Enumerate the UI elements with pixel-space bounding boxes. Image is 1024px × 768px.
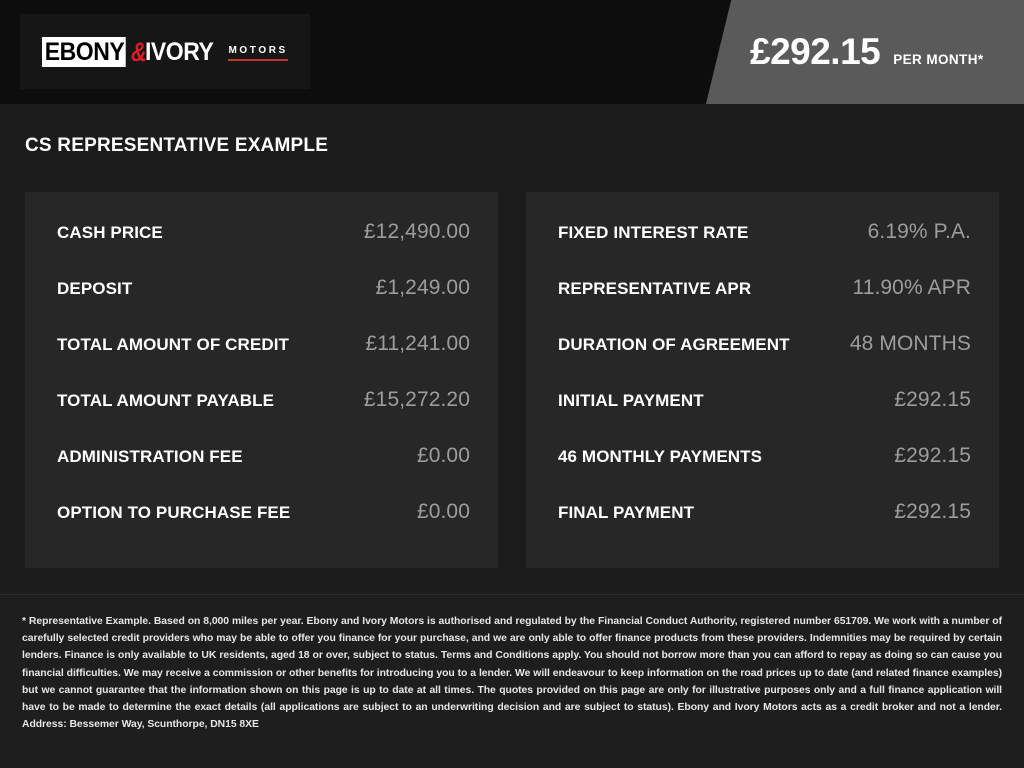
row-value: 11.90% APR [852, 276, 971, 299]
row-label: ADMINISTRATION FEE [57, 447, 243, 466]
row-label: OPTION TO PURCHASE FEE [57, 503, 291, 522]
table-row: ADMINISTRATION FEE £0.00 [57, 444, 470, 500]
row-value: £15,272.20 [363, 388, 470, 411]
row-value: £11,241.00 [365, 332, 470, 355]
row-label: DURATION OF AGREEMENT [558, 335, 790, 354]
logo-lockup: EBONY & IVORY MOTORS [42, 36, 288, 67]
table-row: FINAL PAYMENT £292.15 [558, 500, 971, 556]
page-header: EBONY & IVORY MOTORS £292.15 PER MONTH* [0, 0, 1024, 104]
row-label: TOTAL AMOUNT OF CREDIT [57, 335, 289, 354]
row-value: £0.00 [416, 500, 470, 523]
logo-red-rule [228, 59, 288, 61]
row-value: £1,249.00 [375, 276, 470, 299]
footer-disclaimer: * Representative Example. Based on 8,000… [0, 595, 1024, 768]
table-row: TOTAL AMOUNT PAYABLE £15,272.20 [57, 388, 470, 444]
table-row: TOTAL AMOUNT OF CREDIT £11,241.00 [57, 332, 470, 388]
table-row: CASH PRICE £12,490.00 [57, 220, 470, 276]
row-label: FIXED INTEREST RATE [558, 223, 749, 242]
finance-panel-right: FIXED INTEREST RATE 6.19% P.A. REPRESENT… [526, 192, 999, 568]
row-value: £0.00 [416, 444, 470, 467]
monthly-price-inner: £292.15 PER MONTH* [750, 32, 984, 72]
row-value: £12,490.00 [363, 220, 470, 243]
row-label: DEPOSIT [57, 279, 133, 298]
logo-motors-block: MOTORS [228, 42, 288, 61]
row-value: £292.15 [894, 388, 971, 411]
row-label: INITIAL PAYMENT [558, 391, 704, 410]
finance-panel-left: CASH PRICE £12,490.00 DEPOSIT £1,249.00 … [25, 192, 498, 568]
row-value: £292.15 [894, 444, 971, 467]
table-row: 46 MONTHLY PAYMENTS £292.15 [558, 444, 971, 500]
disclaimer-text: * Representative Example. Based on 8,000… [22, 616, 1002, 731]
table-row: OPTION TO PURCHASE FEE £0.00 [57, 500, 470, 556]
row-label: FINAL PAYMENT [558, 503, 695, 522]
footer-divider [0, 594, 1024, 595]
table-row: REPRESENTATIVE APR 11.90% APR [558, 276, 971, 332]
logo-word-motors: MOTORS [228, 45, 288, 56]
monthly-price-period: PER MONTH* [893, 52, 984, 67]
row-value: 48 MONTHS [849, 332, 971, 355]
row-label: CASH PRICE [57, 223, 163, 242]
logo-ampersand-icon: & [130, 36, 147, 67]
monthly-price-amount: £292.15 [750, 31, 881, 72]
table-row: DURATION OF AGREEMENT 48 MONTHS [558, 332, 971, 388]
table-row: FIXED INTEREST RATE 6.19% P.A. [558, 220, 971, 276]
table-row: DEPOSIT £1,249.00 [57, 276, 470, 332]
brand-logo[interactable]: EBONY & IVORY MOTORS [20, 14, 310, 89]
page-title: CS REPRESENTATIVE EXAMPLE [25, 135, 329, 156]
logo-word-ivory: IVORY [145, 37, 214, 66]
logo-word-ebony: EBONY [42, 36, 127, 67]
row-label: TOTAL AMOUNT PAYABLE [57, 391, 275, 410]
row-label: REPRESENTATIVE APR [558, 279, 752, 298]
row-label: 46 MONTHLY PAYMENTS [558, 447, 763, 466]
row-value: 6.19% P.A. [867, 220, 971, 243]
finance-summary: CASH PRICE £12,490.00 DEPOSIT £1,249.00 … [25, 192, 999, 568]
monthly-price-banner: £292.15 PER MONTH* [705, 0, 1024, 104]
table-row: INITIAL PAYMENT £292.15 [558, 388, 971, 444]
row-value: £292.15 [894, 500, 971, 523]
